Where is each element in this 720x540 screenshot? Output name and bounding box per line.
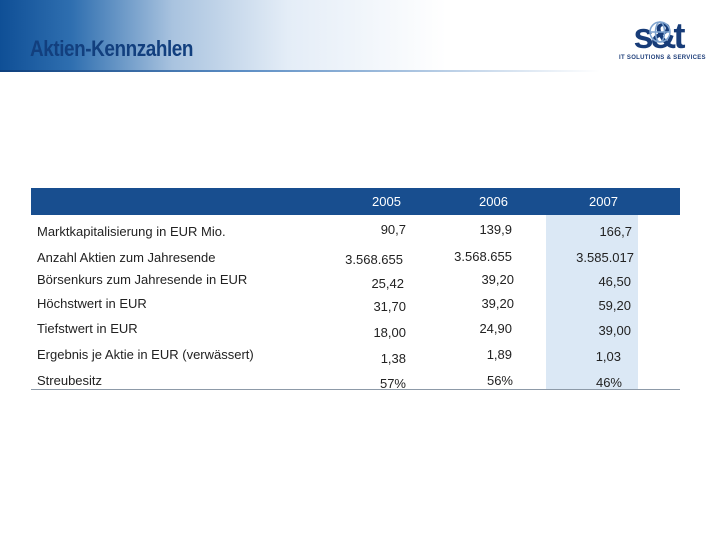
table-cell: 139,9 [479, 222, 512, 237]
row-label: Anzahl Aktien zum Jahresende [37, 250, 216, 265]
table-cell: 57% [379, 376, 406, 391]
column-header-year: 2006 [479, 194, 508, 209]
header-band [0, 0, 720, 72]
globe-icon [649, 21, 671, 43]
table-cell: 46,50 [598, 274, 631, 289]
table-cell: 56% [486, 373, 513, 388]
page-title: Aktien-Kennzahlen [30, 36, 193, 61]
column-header-year: 2005 [372, 194, 401, 209]
table-header-bar [31, 188, 680, 215]
table-bottom-rule [31, 389, 680, 390]
row-label: Tiefstwert in EUR [37, 321, 138, 336]
table-cell: 39,20 [481, 272, 514, 287]
table-cell: 46% [595, 375, 622, 390]
table-cell: 39,20 [481, 296, 514, 311]
logo-tagline: IT SOLUTIONS & SERVICES [619, 55, 706, 61]
table-cell: 166,7 [599, 224, 632, 239]
table-cell: 59,20 [598, 298, 631, 313]
table-cell: 1,03 [595, 349, 621, 364]
header-divider [0, 70, 600, 72]
table-cell: 39,00 [598, 323, 631, 338]
table-cell: 25,42 [371, 276, 404, 291]
highlight-column-2007 [546, 215, 638, 389]
table-cell: 90,7 [380, 222, 406, 237]
row-label: Höchstwert in EUR [37, 296, 147, 311]
table-cell: 1,89 [486, 347, 512, 362]
table-cell: 24,90 [479, 321, 512, 336]
column-header-year: 2007 [589, 194, 618, 209]
table-cell: 3.568.655 [454, 249, 512, 264]
table-cell: 18,00 [373, 325, 406, 340]
company-logo: s&t [610, 10, 706, 66]
table-cell: 3.585.017 [576, 250, 634, 265]
row-label: Börsenkurs zum Jahresende in EUR [37, 272, 248, 287]
table-cell: 1,38 [380, 351, 406, 366]
row-label: Ergebnis je Aktie in EUR (verwässert) [37, 347, 254, 362]
row-label: Streubesitz [37, 373, 103, 388]
svg-text:s&t: s&t [633, 15, 685, 56]
row-label: Marktkapitalisierung in EUR Mio. [37, 224, 226, 239]
table-cell: 31,70 [373, 299, 406, 314]
table-cell: 3.568.655 [345, 252, 403, 267]
